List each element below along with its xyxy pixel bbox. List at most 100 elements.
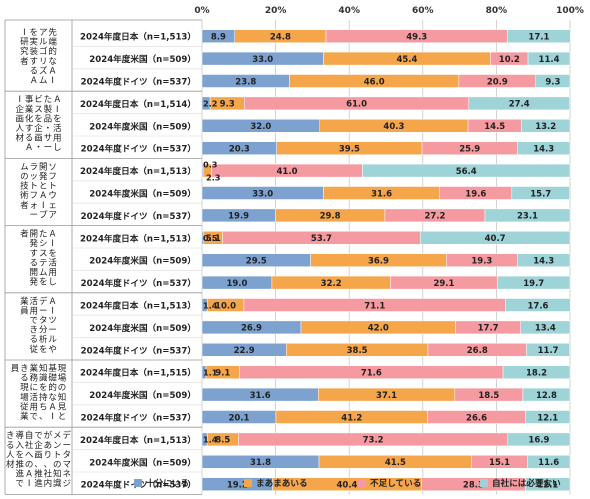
category-label-char: 用 — [30, 402, 39, 412]
category-label-char: I — [51, 76, 54, 86]
data-label: 8.9 — [211, 33, 226, 43]
bar-segment — [511, 186, 570, 200]
category-label-char: に — [30, 383, 39, 393]
category-label-char: で — [30, 412, 39, 422]
legend-label: 自社には必要ない — [492, 477, 561, 489]
data-label: 41.0 — [277, 167, 298, 177]
data-label: 29.8 — [320, 212, 341, 222]
category-label-char: プ — [39, 210, 48, 220]
data-label: 17.1 — [528, 33, 549, 43]
category-label-char: ネ — [62, 470, 71, 480]
category-label-char: 装 — [30, 46, 39, 57]
category-label-char: A — [50, 230, 56, 240]
category-label-char: ル — [48, 335, 57, 345]
data-label: 9.1 — [215, 369, 230, 379]
x-tick-label: 80% — [486, 6, 508, 16]
data-label: 61.0 — [346, 100, 367, 110]
category-label-char: 者 — [20, 57, 29, 67]
data-label: 14.3 — [533, 257, 554, 267]
data-label: 9.3 — [545, 77, 560, 87]
category-label-char: ア — [39, 28, 48, 38]
category-label-char: ト — [53, 450, 62, 460]
category-label-char: き — [30, 326, 39, 336]
data-label: 20.9 — [487, 77, 508, 87]
data-label: 73.2 — [363, 436, 384, 446]
category-label-char: 者 — [20, 230, 29, 240]
data-label: 13.2 — [535, 122, 556, 132]
category-label-char: 活 — [53, 123, 62, 134]
category-label-char: ー — [39, 306, 48, 316]
bar-segment — [517, 141, 571, 155]
category-label-char: 現 — [58, 364, 67, 374]
category-label-char: A — [50, 402, 56, 412]
row-label: 2024年度日本（n=1,513） — [80, 31, 196, 43]
data-label: 33.0 — [252, 55, 273, 65]
data-label: 11.6 — [538, 458, 559, 468]
category-label-char: 析 — [39, 334, 48, 345]
bar-segment — [497, 275, 571, 290]
category-label-char: 業 — [30, 363, 39, 374]
row-label: 2024年度日本（n=1,513） — [80, 434, 196, 446]
category-label-char: 務 — [30, 373, 39, 384]
legend-swatch — [244, 479, 252, 487]
category-label-char: 化 — [25, 113, 34, 124]
category-label-char: 従 — [20, 401, 29, 412]
data-label: 19.7 — [523, 279, 544, 289]
category-label-char: を — [53, 114, 62, 124]
data-label: 46.0 — [364, 77, 385, 87]
category-label-char: な — [48, 57, 57, 67]
data-label: 15.1 — [489, 458, 510, 468]
category-label-char: ー — [62, 441, 71, 451]
data-label: 24.8 — [270, 33, 291, 43]
category-label-char: と — [39, 182, 48, 192]
category-label-char: 社 — [25, 440, 34, 451]
bar-segment — [507, 29, 571, 43]
legend-swatch — [480, 479, 488, 487]
data-label: 11.7 — [538, 346, 559, 356]
data-label: 25.9 — [459, 145, 480, 155]
data-label: 36.9 — [368, 257, 389, 267]
category-label-char: 企 — [34, 123, 43, 134]
category-label-char: 発 — [39, 172, 48, 182]
category-label-char: 的 — [48, 382, 57, 393]
category-label-char: 術 — [20, 190, 29, 201]
data-label: 53.7 — [311, 234, 332, 244]
category-label-char: 推 — [15, 459, 24, 470]
category-label-char: 究 — [20, 46, 29, 57]
category-label-char: 用 — [30, 306, 39, 316]
category-label-char: I — [18, 95, 21, 105]
x-tick-label: 100% — [556, 6, 584, 16]
bar-segment — [525, 410, 571, 424]
category-label-char: ム — [39, 268, 48, 278]
category-label-char: 員 — [20, 306, 29, 316]
bar-segment — [468, 96, 570, 111]
data-label: 27.4 — [509, 100, 530, 110]
category-label-char: や — [48, 345, 57, 355]
bar-segment — [521, 119, 571, 133]
bar-segment — [517, 253, 571, 267]
category-label-char: 者 — [20, 201, 29, 211]
row-label: 2024年度ドイツ（n=537） — [81, 412, 196, 424]
category-label-char: ち — [39, 402, 48, 412]
category-label-char: を — [39, 383, 48, 393]
data-label: 16.9 — [528, 436, 549, 446]
category-label-char: 発 — [30, 278, 39, 288]
row-label: 2024年度ドイツ（n=537） — [81, 143, 196, 155]
category-label-char: き — [6, 431, 15, 441]
category-label-char: 、 — [44, 460, 53, 470]
category-label-char: ェ — [48, 201, 57, 211]
legend-label: まあまあいる — [256, 478, 308, 489]
data-label: 56.4 — [456, 167, 477, 177]
data-label: 29.1 — [433, 279, 454, 289]
category-label-char: 活 — [30, 296, 39, 307]
category-label-char: 活 — [30, 392, 39, 403]
category-label-char: ム — [39, 76, 48, 86]
data-label: 19.6 — [465, 189, 486, 199]
category-label-char: 従 — [30, 344, 39, 355]
category-label-char: A — [54, 95, 60, 105]
